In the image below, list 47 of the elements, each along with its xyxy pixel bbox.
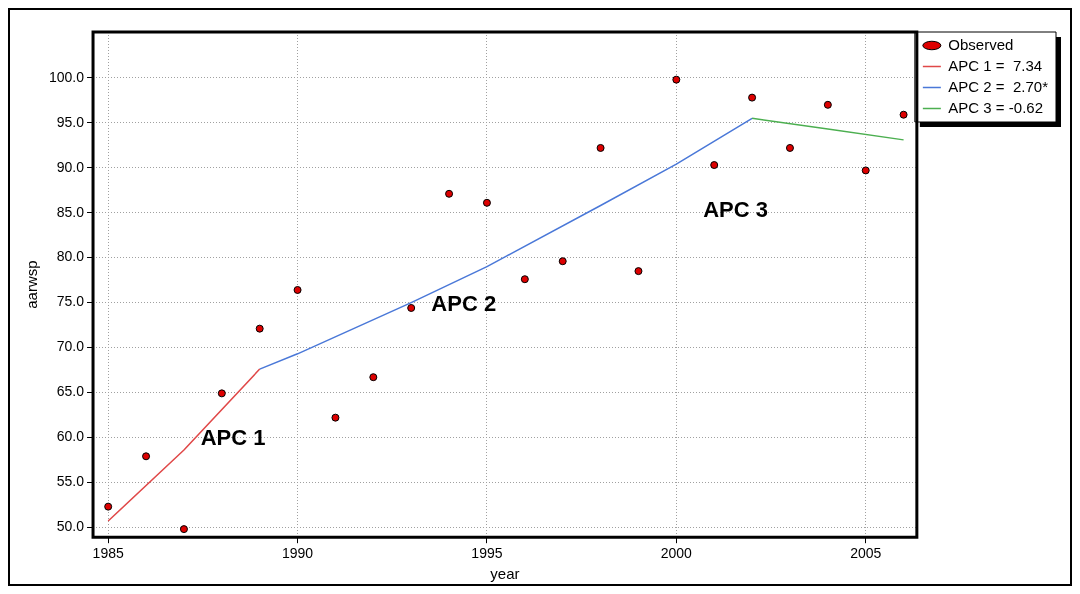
x-tick-label: 1990: [281, 545, 314, 562]
x-tick-label: 1985: [92, 545, 124, 562]
legend-label: APC 1 = 7.34: [948, 56, 1043, 74]
point: [445, 189, 454, 198]
point: [558, 257, 567, 266]
point: [672, 75, 681, 84]
y-tick-label: 55.0: [56, 473, 85, 490]
point: [748, 93, 757, 102]
point: [899, 110, 908, 119]
point: [823, 100, 832, 109]
point: [520, 275, 529, 284]
x-axis-title: year: [490, 565, 520, 583]
legend-label: APC 3 = -0.62: [948, 98, 1043, 116]
point: [596, 143, 605, 152]
point: [861, 166, 870, 175]
y-tick-label: 100.0: [48, 68, 85, 85]
annotation: APC 1: [200, 424, 266, 450]
y-axis-title: aarwsp: [23, 260, 41, 309]
point: [407, 303, 416, 312]
point: [634, 267, 643, 276]
point: [785, 143, 794, 152]
y-tick-label: 70.0: [56, 338, 85, 355]
point: [179, 525, 188, 534]
point: [369, 373, 378, 382]
point: [255, 324, 264, 333]
point: [104, 502, 113, 511]
y-tick-label: 85.0: [56, 203, 85, 220]
x-tick-label: 2005: [850, 545, 882, 562]
y-tick-label: 65.0: [56, 383, 85, 400]
point: [142, 452, 151, 461]
point: [482, 198, 491, 207]
x-tick-label: 1995: [471, 545, 503, 562]
y-tick-label: 95.0: [56, 113, 85, 130]
point: [710, 161, 719, 170]
y-tick-label: 50.0: [56, 518, 85, 535]
y-tick-label: 80.0: [56, 248, 85, 265]
x-tick-label: 2000: [660, 545, 693, 562]
point: [293, 285, 302, 294]
annotation: APC 2: [431, 290, 497, 316]
legend-label: APC 2 = 2.70*: [948, 77, 1049, 95]
legend-label: Observed: [948, 35, 1014, 53]
y-tick-label: 60.0: [56, 428, 85, 445]
y-tick-label: 75.0: [56, 293, 85, 310]
annotation: APC 3: [703, 197, 769, 223]
point: [331, 413, 340, 422]
point: [217, 389, 226, 398]
y-tick-label: 90.0: [56, 158, 85, 175]
